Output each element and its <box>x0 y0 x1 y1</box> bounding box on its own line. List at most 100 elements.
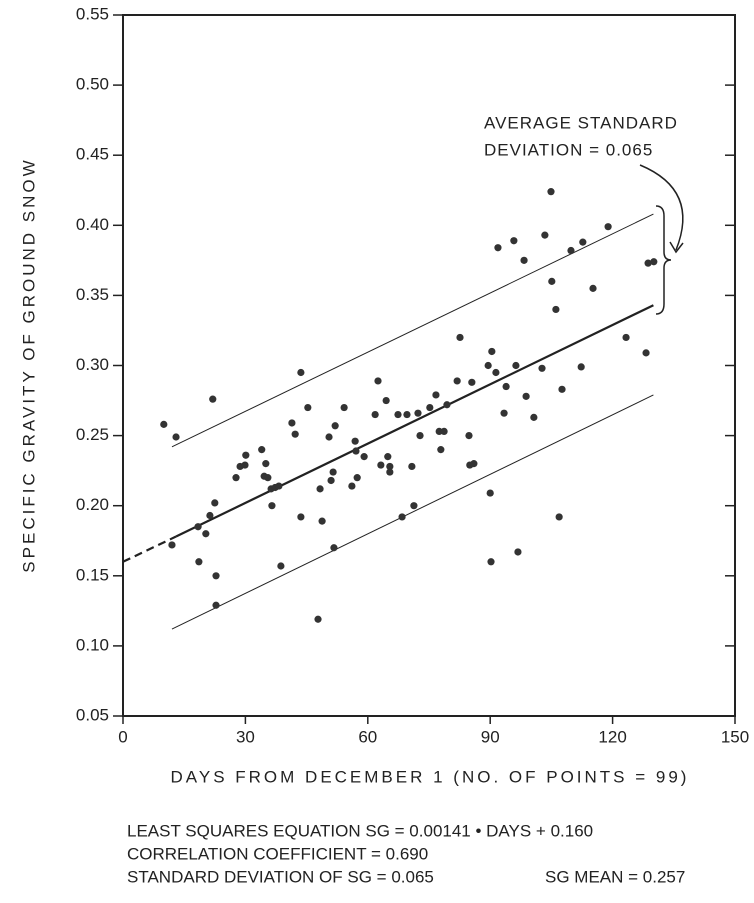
point <box>212 601 220 609</box>
point <box>558 385 566 393</box>
note: LEAST SQUARES EQUATION SG = 0.00141 • DA… <box>127 821 593 840</box>
point <box>577 363 585 371</box>
point <box>377 461 385 469</box>
annotation: DEVIATION = 0.065 <box>484 140 653 159</box>
fit-line <box>175 304 654 538</box>
y-tick-label: 0.50 <box>76 75 109 94</box>
point <box>410 502 418 510</box>
y-tick-label: 0.25 <box>76 425 109 444</box>
point <box>172 433 180 441</box>
point <box>512 361 520 370</box>
point <box>206 511 214 520</box>
fit-line <box>171 394 654 630</box>
point <box>275 482 283 490</box>
point <box>386 468 394 476</box>
note: CORRELATION COEFFICIENT = 0.690 <box>127 844 428 863</box>
point <box>195 558 203 566</box>
x-tick-label: 120 <box>598 727 626 746</box>
point <box>288 419 296 427</box>
point <box>470 460 478 468</box>
point <box>314 615 322 623</box>
point <box>644 259 652 267</box>
point <box>384 453 392 461</box>
point <box>168 541 176 549</box>
point <box>589 284 597 292</box>
point <box>650 258 658 266</box>
point <box>510 237 518 245</box>
point <box>520 256 528 264</box>
y-tick-label: 0.45 <box>76 145 109 164</box>
point <box>297 368 305 377</box>
point <box>398 513 406 521</box>
point <box>530 413 538 421</box>
point <box>211 499 219 507</box>
point <box>360 453 368 461</box>
point <box>352 447 360 455</box>
point <box>443 401 451 409</box>
y-tick-label: 0.55 <box>76 4 109 23</box>
point <box>456 333 464 342</box>
point <box>258 446 266 454</box>
point <box>371 410 379 419</box>
point <box>297 513 305 521</box>
point <box>241 461 249 469</box>
point <box>552 305 560 314</box>
point <box>555 513 563 521</box>
point <box>416 432 424 440</box>
y-tick-label: 0.35 <box>76 285 109 304</box>
point <box>209 395 217 403</box>
point <box>432 391 440 399</box>
fit-line <box>171 213 654 448</box>
point <box>351 437 359 445</box>
extrapolated-line <box>122 535 177 563</box>
arrow <box>639 164 684 251</box>
point <box>232 474 240 482</box>
point <box>268 502 276 510</box>
arrow-head <box>669 241 684 254</box>
point <box>494 244 502 252</box>
point <box>522 392 530 400</box>
point <box>426 403 434 412</box>
point <box>304 403 312 412</box>
point <box>465 432 473 440</box>
point <box>348 482 356 490</box>
x-axis-label: DAYS FROM DECEMBER 1 (NO. OF POINTS = 99… <box>171 767 690 786</box>
point <box>548 277 556 285</box>
point <box>642 349 650 357</box>
x-tick-label: 30 <box>236 727 255 746</box>
point <box>453 377 461 385</box>
x-tick-label: 0 <box>118 727 127 746</box>
point <box>386 462 394 471</box>
note: STANDARD DEVIATION OF SG = 0.065 <box>127 867 434 886</box>
x-tick-label: 60 <box>358 727 377 746</box>
point <box>330 544 338 552</box>
point <box>514 548 522 556</box>
point <box>487 558 495 566</box>
point <box>408 462 416 471</box>
point <box>291 430 299 438</box>
x-tick-label: 150 <box>721 727 749 746</box>
point <box>340 403 348 412</box>
point <box>329 468 337 476</box>
point <box>353 474 361 482</box>
point <box>264 474 272 482</box>
point <box>394 410 402 419</box>
point <box>484 361 492 370</box>
y-tick-label: 0.05 <box>76 705 109 724</box>
point <box>579 238 587 246</box>
point <box>440 427 448 435</box>
point <box>622 333 630 342</box>
point <box>202 530 210 538</box>
y-tick-label: 0.40 <box>76 215 109 234</box>
point <box>500 409 508 417</box>
point <box>486 489 494 497</box>
point <box>437 446 445 454</box>
point <box>194 523 202 531</box>
point <box>374 377 382 385</box>
brace <box>655 205 672 315</box>
point <box>318 517 326 525</box>
point <box>541 231 549 239</box>
point <box>316 485 324 493</box>
annotation: AVERAGE STANDARD <box>484 113 678 132</box>
